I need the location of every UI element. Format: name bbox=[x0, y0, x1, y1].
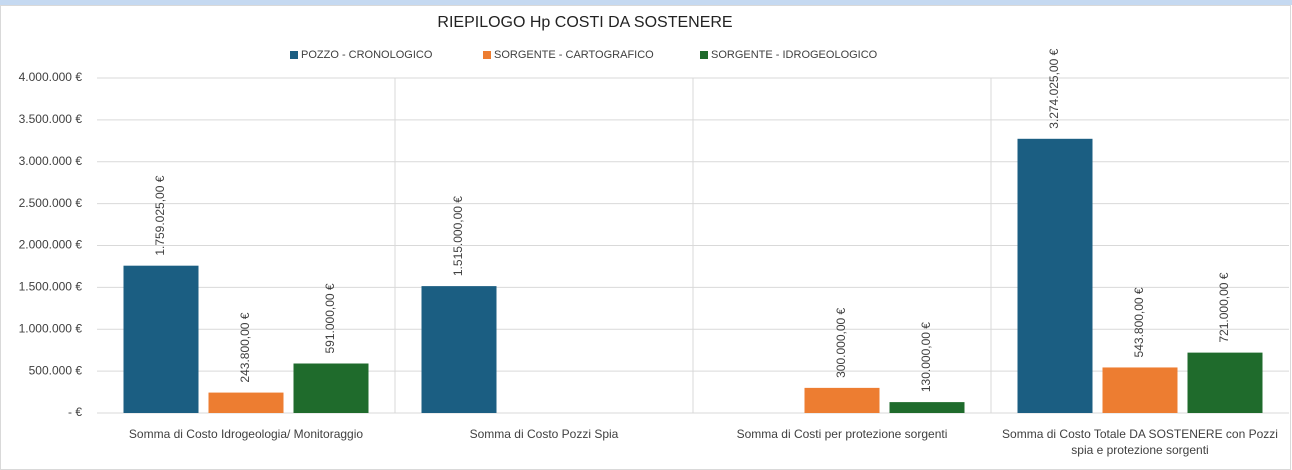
bar bbox=[123, 265, 199, 413]
data-label: 1.515.000,00 € bbox=[451, 196, 465, 276]
data-label: 130.000,00 € bbox=[919, 322, 933, 392]
x-tick-label: Somma di Costo Pozzi Spia bbox=[469, 427, 619, 441]
data-label: 243.800,00 € bbox=[238, 312, 252, 382]
top-band bbox=[0, 0, 1292, 5]
y-tick-label: 3.000.000 € bbox=[19, 154, 83, 168]
data-label: 543.800,00 € bbox=[1132, 287, 1146, 357]
y-tick-label: 1.000.000 € bbox=[19, 321, 83, 335]
legend-label: SORGENTE - CARTOGRAFICO bbox=[494, 49, 654, 61]
x-tick-label: Somma di Costi per protezione sorgenti bbox=[736, 427, 948, 441]
bar bbox=[421, 286, 497, 413]
legend-swatch bbox=[700, 51, 708, 59]
y-tick-label: 3.500.000 € bbox=[19, 112, 83, 126]
y-tick-label: 2.000.000 € bbox=[19, 238, 83, 252]
data-label: 1.759.025,00 € bbox=[153, 175, 167, 255]
data-label: 300.000,00 € bbox=[834, 307, 848, 377]
bar bbox=[293, 363, 369, 413]
x-tick-label: Somma di Costo Totale DA SOSTENERE con P… bbox=[1002, 427, 1278, 457]
bar bbox=[1017, 138, 1093, 413]
bar bbox=[804, 387, 880, 413]
bar bbox=[1102, 367, 1178, 413]
legend-swatch bbox=[290, 51, 298, 59]
bar bbox=[208, 392, 284, 413]
data-label: 591.000,00 € bbox=[323, 283, 337, 353]
data-label: 721.000,00 € bbox=[1217, 272, 1231, 342]
legend-swatch bbox=[483, 51, 491, 59]
y-tick-label: 2.500.000 € bbox=[19, 196, 83, 210]
data-label: 3.274.025,00 € bbox=[1047, 48, 1061, 128]
y-tick-label: - € bbox=[68, 405, 82, 419]
y-tick-label: 1.500.000 € bbox=[19, 280, 83, 294]
y-tick-label: 4.000.000 € bbox=[19, 70, 83, 84]
chart-title: RIEPILOGO Hp COSTI DA SOSTENERE bbox=[437, 14, 732, 31]
y-tick-label: 500.000 € bbox=[29, 363, 83, 377]
bar bbox=[1187, 352, 1263, 413]
legend-label: SORGENTE - IDROGEOLOGICO bbox=[711, 49, 878, 61]
legend-label: POZZO - CRONOLOGICO bbox=[301, 49, 433, 61]
bar bbox=[889, 402, 965, 413]
x-tick-label: Somma di Costo Idrogeologia/ Monitoraggi… bbox=[128, 427, 364, 441]
